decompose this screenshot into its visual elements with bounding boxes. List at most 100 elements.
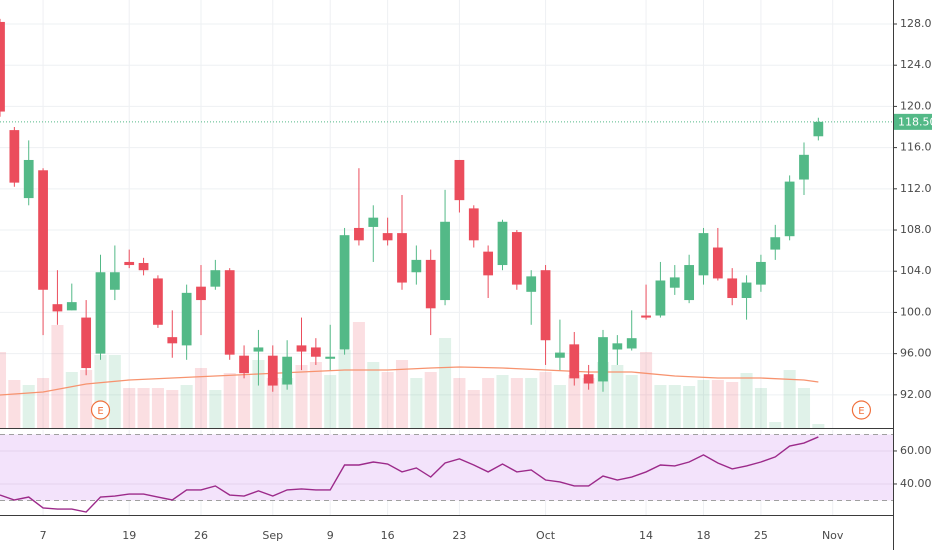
volume-bar xyxy=(683,386,696,428)
candle-body xyxy=(669,277,680,288)
candle-body xyxy=(38,170,48,290)
candle-body xyxy=(296,345,307,352)
x-tick-label: Oct xyxy=(536,529,556,542)
volume-bar xyxy=(223,373,236,428)
x-tick-label: 26 xyxy=(194,529,208,542)
candle-body xyxy=(0,21,5,112)
volume-bar xyxy=(8,380,21,428)
volume-bar xyxy=(309,362,322,428)
candle-body xyxy=(310,347,321,357)
axes: 7 19 26 Sep 9 16 23 Oct 14 18 25 Nov 92.00 96.00 100.0… xyxy=(40,17,932,542)
candle-body xyxy=(555,352,565,358)
volume-bar xyxy=(151,388,164,428)
y-tick-label: 92.00 xyxy=(900,388,932,401)
volume-bar xyxy=(281,378,294,428)
volume-bar xyxy=(0,352,7,428)
volume-bar xyxy=(352,322,365,428)
x-tick-label: Nov xyxy=(822,529,844,542)
volume-bar xyxy=(209,390,222,428)
y-tick-label: 96.00 xyxy=(900,347,932,360)
y-tick-label: 108.00 xyxy=(900,223,932,236)
candle-body xyxy=(727,278,738,299)
candle-body xyxy=(196,286,206,301)
x-tick-label: 9 xyxy=(327,529,334,542)
candle-body xyxy=(267,355,278,386)
volume-bar xyxy=(654,385,667,428)
candle-body xyxy=(167,337,178,344)
volume-bar xyxy=(697,380,710,428)
candle-body xyxy=(454,159,465,201)
candle-body xyxy=(583,374,594,384)
volume-bar xyxy=(482,378,495,428)
y-tick-label: 100.00 xyxy=(900,305,932,318)
last-price-box xyxy=(894,113,932,130)
candle-body xyxy=(153,278,163,325)
candle-body xyxy=(612,343,623,350)
candle-body xyxy=(626,338,637,349)
volume-bar xyxy=(137,388,150,428)
volume-bar xyxy=(611,365,624,428)
candle-body xyxy=(799,154,809,180)
volume-bar xyxy=(123,388,136,428)
volume-bar xyxy=(625,375,638,428)
volume-bar xyxy=(65,372,78,428)
candle-body xyxy=(712,247,723,279)
volume-bar xyxy=(568,375,581,428)
volume-bar xyxy=(22,385,35,428)
candle-body xyxy=(411,259,422,273)
volume-bar xyxy=(726,382,739,428)
candle-body xyxy=(210,270,221,287)
candle-body xyxy=(124,261,135,266)
x-tick-label: 19 xyxy=(122,529,136,542)
rsi-band xyxy=(0,434,893,501)
candle-body xyxy=(339,235,350,350)
volume-bar xyxy=(769,422,782,428)
earnings-label: E xyxy=(858,406,864,417)
volume-bar xyxy=(410,378,423,428)
x-tick-label: 16 xyxy=(381,529,395,542)
x-tick-label: Sep xyxy=(262,529,283,542)
candle-body xyxy=(66,302,77,311)
candle-body xyxy=(483,251,494,276)
y-tick-label: 40.00 xyxy=(900,477,932,490)
candle-body xyxy=(598,337,608,382)
volume-bar xyxy=(812,424,825,428)
volume-bar xyxy=(783,370,796,428)
candle-body xyxy=(741,282,752,299)
volume-bar xyxy=(367,362,380,428)
candle-body xyxy=(138,262,149,271)
volume-bar xyxy=(108,355,121,428)
candle-body xyxy=(425,259,436,309)
volume-bar xyxy=(640,352,653,428)
volume-bar xyxy=(668,385,681,428)
x-tick-label: 18 xyxy=(696,529,710,542)
volume-bar xyxy=(37,378,50,428)
volume-bar xyxy=(324,375,337,428)
candle-body xyxy=(440,221,450,301)
volume-bar xyxy=(194,368,208,428)
earnings-marker xyxy=(90,400,111,420)
candle-body xyxy=(698,233,709,276)
candle-body xyxy=(756,261,766,285)
candle-body xyxy=(511,232,522,285)
volume-bar xyxy=(166,390,179,428)
volume-bar xyxy=(496,375,509,428)
rsi-pane xyxy=(0,430,893,515)
volume-bar xyxy=(711,380,724,428)
candle-body xyxy=(52,304,63,312)
volume-bar xyxy=(539,372,552,428)
candle-body xyxy=(497,221,508,266)
candle-body xyxy=(224,270,235,355)
volume-bar xyxy=(797,388,811,428)
x-tick-label: 7 xyxy=(40,529,47,542)
candle-body xyxy=(770,237,781,250)
candle-body xyxy=(784,181,795,237)
volume-ma-line xyxy=(0,366,819,396)
volume-bar xyxy=(740,373,753,428)
last-price-label: 118.50 xyxy=(898,115,932,128)
volume-bar xyxy=(381,372,394,428)
candle-body xyxy=(282,356,293,385)
